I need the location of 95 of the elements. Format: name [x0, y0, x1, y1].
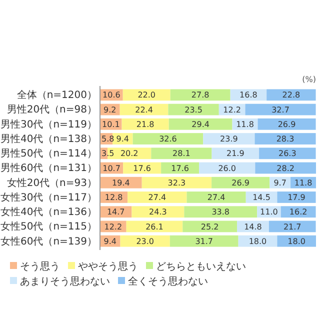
data-label: 14.8 — [244, 222, 262, 232]
data-label: 25.2 — [200, 222, 219, 232]
data-label: 12.2 — [223, 105, 241, 114]
bar — [212, 176, 270, 188]
data-label: 27.8 — [191, 90, 210, 100]
data-label: 10.6 — [102, 90, 120, 100]
bar — [168, 118, 232, 130]
data-label: 31.7 — [195, 236, 214, 246]
legend-label: どちらともいえない — [156, 262, 246, 272]
data-label: 11.0 — [260, 208, 278, 217]
data-label: 19.4 — [112, 178, 130, 188]
data-label: 23.0 — [136, 236, 154, 246]
data-label: 11.8 — [294, 178, 312, 188]
y-tick-label: 女性40代（n=136） — [0, 206, 97, 218]
legend-label: 全くそう思わない — [128, 276, 208, 288]
bar — [280, 206, 316, 218]
bar — [132, 206, 184, 218]
data-label: 28.2 — [276, 164, 294, 173]
bar — [258, 118, 316, 130]
data-label: 26.9 — [232, 178, 250, 188]
data-label: 14.7 — [106, 208, 125, 217]
data-label: 5.8 — [102, 134, 114, 144]
data-label: 17.6 — [171, 164, 189, 173]
bar — [151, 148, 212, 160]
data-label: 10.1 — [102, 120, 120, 129]
data-label: 22.0 — [138, 90, 156, 100]
data-label: 33.8 — [212, 208, 230, 217]
data-label: 17.6 — [133, 164, 151, 173]
bar — [254, 133, 316, 144]
bar — [170, 235, 238, 247]
bar — [132, 133, 204, 144]
data-label: 9.7 — [274, 178, 286, 188]
bar — [184, 206, 258, 218]
bar — [186, 192, 246, 203]
y-tick-label: 女性50代（n=115） — [0, 220, 97, 233]
y-tick-label: 男性20代（n=98） — [6, 104, 97, 116]
data-label: 16.8 — [240, 90, 258, 100]
data-label: 26.1 — [146, 222, 164, 232]
bar — [128, 192, 187, 203]
y-tick-label: 女性30代（n=117） — [0, 191, 97, 204]
data-label: 18.0 — [288, 236, 306, 246]
data-label: 21.7 — [283, 222, 302, 232]
data-label: 17.9 — [288, 193, 306, 202]
data-label: 28.1 — [172, 149, 190, 158]
data-label: 9.4 — [116, 134, 130, 144]
bar — [203, 133, 255, 144]
bar — [170, 89, 230, 101]
data-label: 18.0 — [248, 236, 267, 246]
data-label: 21.8 — [136, 120, 154, 129]
y-tick-label: 男性50代（n=114） — [0, 148, 97, 160]
data-label: 32.3 — [168, 178, 186, 188]
data-label: 26.9 — [278, 120, 296, 129]
bar — [122, 89, 170, 101]
data-label: 9.2 — [104, 105, 116, 114]
bar — [277, 192, 316, 203]
y-tick-label: 男性30代（n=119） — [0, 118, 97, 130]
data-label: 27.4 — [207, 193, 226, 202]
data-label: 26.0 — [218, 164, 236, 173]
y-tick-label: 全体（n=1200） — [16, 89, 97, 102]
bar — [245, 104, 316, 116]
data-label: 29.4 — [192, 120, 210, 129]
legend-label: ややそう思う — [78, 262, 138, 272]
data-label: 32.6 — [159, 134, 177, 144]
data-label: 3.5 — [102, 149, 114, 158]
data-label: 10.7 — [102, 164, 120, 173]
bar — [259, 148, 316, 160]
data-label: 26.3 — [278, 149, 296, 158]
bar — [266, 89, 316, 101]
data-label: 9.4 — [104, 236, 117, 246]
data-label: 23.9 — [220, 134, 238, 144]
y-tick-label: 男性40代（n=138） — [0, 132, 97, 145]
y-tick-label: 男性60代（n=131） — [0, 162, 97, 174]
y-tick-label: 女性20代（n=93） — [6, 176, 97, 189]
data-label: 23.5 — [184, 105, 202, 114]
bar — [212, 148, 260, 160]
data-label: 24.3 — [149, 208, 167, 217]
y-tick-label: 女性60代（n=139） — [0, 235, 97, 248]
data-label: 21.9 — [226, 149, 244, 158]
data-label: 22.8 — [282, 90, 300, 100]
bar — [142, 176, 212, 188]
data-label: 20.2 — [120, 149, 138, 158]
data-label: 27.4 — [148, 193, 166, 202]
bar — [122, 118, 169, 130]
data-label: 12.8 — [104, 193, 123, 202]
data-label: 32.7 — [272, 105, 290, 114]
legend-label: そう思う — [20, 262, 60, 272]
data-label: 28.3 — [276, 134, 294, 144]
bar — [120, 235, 170, 247]
text: (%) — [302, 75, 316, 84]
data-label: 12.2 — [104, 222, 122, 232]
data-label: 22.4 — [135, 105, 153, 114]
data-label: 14.5 — [252, 193, 270, 202]
data-label: 11.8 — [236, 120, 254, 129]
legend-label: あまりそう思わない — [20, 276, 110, 288]
data-label: 16.2 — [289, 208, 308, 217]
